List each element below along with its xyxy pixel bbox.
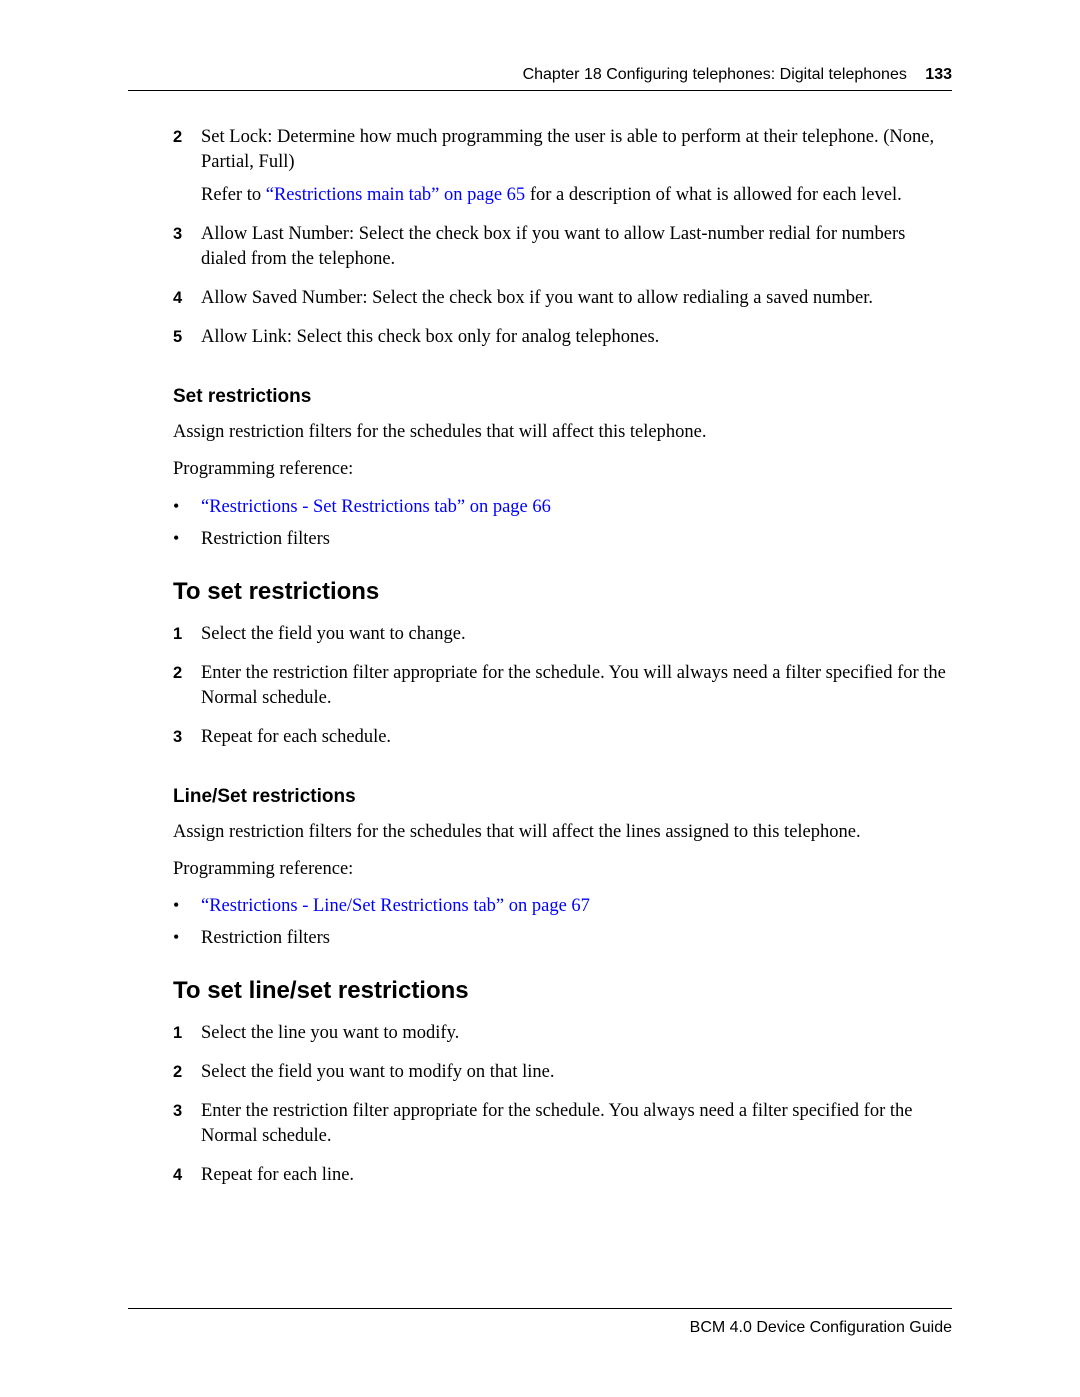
header-rule xyxy=(128,90,952,91)
list-item-text: “Restrictions - Set Restrictions tab” on… xyxy=(201,495,952,520)
procedure-step: 5Allow Link: Select this check box only … xyxy=(173,325,952,350)
heading-lineset-restrictions: Line/Set restrictions xyxy=(173,786,952,808)
to-set-lineset-restrictions-steps: 1Select the line you want to modify.2Sel… xyxy=(173,1021,952,1188)
step-number: 4 xyxy=(173,1164,201,1186)
list-item: •Restriction filters xyxy=(173,925,952,951)
list-item: •“Restrictions - Line/Set Restrictions t… xyxy=(173,893,952,919)
set-restrictions-intro: Assign restriction filters for the sched… xyxy=(173,420,952,445)
procedure-step: 2Select the field you want to modify on … xyxy=(173,1060,952,1085)
procedure-step: 3Repeat for each schedule. xyxy=(173,725,952,750)
step-paragraph: Allow Last Number: Select the check box … xyxy=(201,222,952,272)
step-text: Enter the restriction filter appropriate… xyxy=(201,1099,952,1149)
step-number: 1 xyxy=(173,623,201,645)
heading-to-set-lineset-restrictions: To set line/set restrictions xyxy=(173,977,952,1005)
programming-reference-label: Programming reference: xyxy=(173,857,952,882)
step-number: 2 xyxy=(173,662,201,684)
running-header: Chapter 18 Configuring telephones: Digit… xyxy=(128,66,952,84)
step-text: Repeat for each line. xyxy=(201,1163,952,1188)
step-number: 3 xyxy=(173,726,201,748)
procedure-step: 2Enter the restriction filter appropriat… xyxy=(173,661,952,711)
bullet-icon: • xyxy=(173,494,201,518)
heading-to-set-restrictions: To set restrictions xyxy=(173,578,952,606)
page-number: 133 xyxy=(911,66,952,83)
list-item-text: Restriction filters xyxy=(201,926,952,951)
cross-reference-link[interactable]: “Restrictions - Line/Set Restrictions ta… xyxy=(201,896,590,916)
heading-set-restrictions: Set restrictions xyxy=(173,386,952,408)
step-number: 4 xyxy=(173,287,201,309)
step-text: Allow Link: Select this check box only f… xyxy=(201,325,952,350)
step-number: 3 xyxy=(173,1100,201,1122)
step-paragraph: Set Lock: Determine how much programming… xyxy=(201,125,952,175)
cross-reference-link[interactable]: “Restrictions - Set Restrictions tab” on… xyxy=(201,497,551,517)
step-text: Select the line you want to modify. xyxy=(201,1021,952,1046)
list-item-text: “Restrictions - Line/Set Restrictions ta… xyxy=(201,894,952,919)
procedure-step: 1Select the line you want to modify. xyxy=(173,1021,952,1046)
content: 2Set Lock: Determine how much programmin… xyxy=(128,125,952,1188)
bullet-icon: • xyxy=(173,893,201,917)
step-text: Enter the restriction filter appropriate… xyxy=(201,661,952,711)
step-number: 2 xyxy=(173,126,201,148)
continued-procedure-steps: 2Set Lock: Determine how much programmin… xyxy=(173,125,952,350)
chapter-title: Chapter 18 Configuring telephones: Digit… xyxy=(523,66,907,83)
set-restrictions-refs: •“Restrictions - Set Restrictions tab” o… xyxy=(173,494,952,552)
bullet-icon: • xyxy=(173,925,201,949)
procedure-step: 2Set Lock: Determine how much programmin… xyxy=(173,125,952,208)
footer-rule xyxy=(128,1308,952,1309)
step-number: 3 xyxy=(173,223,201,245)
list-item: •Restriction filters xyxy=(173,526,952,552)
step-text: Select the field you want to change. xyxy=(201,622,952,647)
step-paragraph: Allow Link: Select this check box only f… xyxy=(201,325,952,350)
step-text: Repeat for each schedule. xyxy=(201,725,952,750)
step-text: Allow Last Number: Select the check box … xyxy=(201,222,952,272)
procedure-step: 4Repeat for each line. xyxy=(173,1163,952,1188)
page: Chapter 18 Configuring telephones: Digit… xyxy=(0,0,1080,1397)
procedure-step: 4Allow Saved Number: Select the check bo… xyxy=(173,286,952,311)
step-number: 2 xyxy=(173,1061,201,1083)
step-number: 5 xyxy=(173,326,201,348)
cross-reference-link[interactable]: “Restrictions main tab” on page 65 xyxy=(266,185,525,205)
step-text: Allow Saved Number: Select the check box… xyxy=(201,286,952,311)
to-set-restrictions-steps: 1Select the field you want to change.2En… xyxy=(173,622,952,750)
lineset-restrictions-intro: Assign restriction filters for the sched… xyxy=(173,820,952,845)
footer-text: BCM 4.0 Device Configuration Guide xyxy=(690,1319,952,1336)
footer: BCM 4.0 Device Configuration Guide xyxy=(128,1308,952,1337)
step-number: 1 xyxy=(173,1022,201,1044)
step-text: Select the field you want to modify on t… xyxy=(201,1060,952,1085)
bullet-icon: • xyxy=(173,526,201,550)
procedure-step: 3Allow Last Number: Select the check box… xyxy=(173,222,952,272)
step-paragraph: Allow Saved Number: Select the check box… xyxy=(201,286,952,311)
procedure-step: 1Select the field you want to change. xyxy=(173,622,952,647)
step-paragraph: Refer to “Restrictions main tab” on page… xyxy=(201,183,952,208)
programming-reference-label: Programming reference: xyxy=(173,457,952,482)
list-item: •“Restrictions - Set Restrictions tab” o… xyxy=(173,494,952,520)
step-text: Set Lock: Determine how much programming… xyxy=(201,125,952,208)
procedure-step: 3Enter the restriction filter appropriat… xyxy=(173,1099,952,1149)
list-item-text: Restriction filters xyxy=(201,527,952,552)
lineset-restrictions-refs: •“Restrictions - Line/Set Restrictions t… xyxy=(173,893,952,951)
